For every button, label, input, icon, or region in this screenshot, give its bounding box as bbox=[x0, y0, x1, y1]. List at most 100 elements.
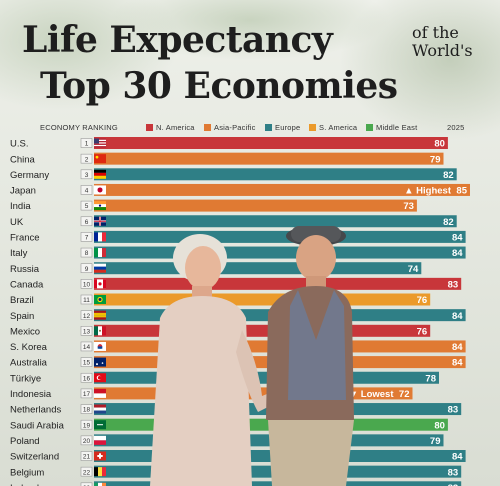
legend-swatch bbox=[265, 124, 272, 131]
flag-in-icon bbox=[94, 201, 106, 211]
data-label: 84 bbox=[452, 358, 463, 369]
rank-label: 9 bbox=[85, 266, 89, 273]
rank-label: 8 bbox=[85, 250, 89, 257]
data-label: 80 bbox=[434, 420, 445, 431]
rank-label: 16 bbox=[83, 375, 91, 382]
category-label: Mexico bbox=[10, 326, 40, 337]
flag-es-icon bbox=[94, 310, 106, 320]
data-label: 84 bbox=[452, 452, 463, 463]
rank-label: 3 bbox=[85, 172, 89, 179]
data-label: 84 bbox=[452, 311, 463, 322]
flag-tr-icon bbox=[94, 373, 106, 383]
category-label: Germany bbox=[10, 170, 49, 181]
rank-box bbox=[80, 247, 93, 258]
rank-label: 4 bbox=[85, 188, 89, 195]
rank-box bbox=[80, 466, 93, 477]
rank-label: 20 bbox=[83, 438, 91, 445]
flag-fr-icon bbox=[94, 232, 106, 242]
category-label: France bbox=[10, 233, 40, 244]
bar-saudi-arabia bbox=[94, 418, 448, 431]
legend-label: Middle East bbox=[376, 123, 418, 132]
data-label: 83 bbox=[448, 405, 459, 416]
category-label: Türkiye bbox=[10, 373, 41, 384]
legend-item-asia-pacific: Asia-Pacific bbox=[204, 123, 256, 132]
flag-gb-icon bbox=[94, 216, 106, 226]
bar-s-korea bbox=[94, 340, 466, 353]
chart-title-line1: Life Expectancy bbox=[22, 19, 333, 61]
data-label: 79 bbox=[430, 436, 441, 447]
rank-box bbox=[80, 138, 93, 148]
rank-box bbox=[80, 279, 93, 289]
flag-br-icon bbox=[94, 295, 106, 304]
rank-box bbox=[80, 419, 93, 430]
data-label: 84 bbox=[452, 248, 463, 259]
rank-box bbox=[80, 310, 93, 320]
legend-label: S. America bbox=[319, 123, 358, 132]
legend-item-s-america: S. America bbox=[309, 123, 357, 132]
legend-swatch bbox=[204, 124, 211, 131]
category-label: Japan bbox=[10, 186, 36, 197]
category-label: UK bbox=[10, 217, 24, 228]
rank-box bbox=[80, 451, 93, 461]
chart-title-side-line2: World's bbox=[412, 41, 473, 60]
flag-it-icon bbox=[94, 248, 106, 258]
rank-box bbox=[80, 388, 93, 399]
bar-uk bbox=[94, 215, 457, 228]
category-label: Netherlands bbox=[10, 405, 61, 416]
category-label: Russia bbox=[10, 264, 40, 275]
flag-ru-icon bbox=[94, 263, 106, 273]
bar-russia bbox=[94, 262, 422, 275]
flag-kr-icon bbox=[94, 341, 106, 351]
bar-brazil bbox=[94, 293, 431, 306]
rank-box bbox=[80, 357, 93, 367]
legend-label: Asia-Pacific bbox=[214, 123, 256, 132]
legend-item-europe: Europe bbox=[265, 123, 300, 132]
bar-germany bbox=[94, 168, 457, 181]
rank-box bbox=[80, 185, 93, 195]
bar-france bbox=[94, 230, 466, 243]
bar-mexico bbox=[94, 324, 431, 337]
flag-ie-icon bbox=[94, 482, 106, 486]
chart-title-line2: Top 30 Economies bbox=[40, 65, 398, 107]
category-label: Brazil bbox=[10, 295, 34, 306]
rank-label: 15 bbox=[83, 360, 91, 367]
rank-label: 10 bbox=[83, 281, 91, 288]
data-label: 83 bbox=[448, 483, 459, 486]
rank-box bbox=[80, 435, 93, 446]
rank-box bbox=[80, 169, 93, 180]
flag-cn-icon bbox=[94, 154, 106, 164]
data-label: 76 bbox=[417, 295, 428, 306]
rank-box bbox=[80, 325, 93, 336]
category-label: Saudi Arabia bbox=[10, 420, 65, 431]
legend-swatch bbox=[309, 124, 316, 131]
bar-t-rkiye bbox=[94, 371, 439, 384]
data-label: 73 bbox=[403, 201, 414, 212]
bar-india bbox=[94, 199, 417, 212]
bar-poland bbox=[94, 434, 444, 447]
legend-swatch bbox=[146, 124, 153, 131]
category-label: S. Korea bbox=[10, 342, 48, 353]
flag-ch-icon bbox=[94, 451, 106, 461]
flag-us-icon bbox=[94, 138, 106, 148]
flag-mx-icon bbox=[94, 326, 106, 336]
legend-swatch bbox=[366, 124, 373, 131]
rank-box bbox=[80, 404, 93, 414]
flag-de-icon bbox=[94, 169, 106, 179]
data-label: 79 bbox=[430, 154, 441, 165]
rank-label: 21 bbox=[83, 454, 91, 461]
data-label: 85 bbox=[456, 186, 467, 197]
rank-label: 18 bbox=[83, 407, 91, 414]
legend: ECONOMY RANKING N. America Asia-Pacific … bbox=[0, 122, 500, 134]
rank-box bbox=[80, 200, 93, 211]
data-label: 83 bbox=[448, 279, 459, 290]
flag-be-icon bbox=[94, 467, 106, 477]
rank-label: 14 bbox=[83, 344, 91, 351]
bar-canada bbox=[94, 277, 462, 290]
data-label: 84 bbox=[452, 233, 463, 244]
flag-id-icon bbox=[94, 388, 106, 398]
data-label: 78 bbox=[425, 373, 436, 384]
category-label: Italy bbox=[10, 248, 28, 259]
data-label: 74 bbox=[408, 264, 419, 275]
legend-item-n-america: N. America bbox=[146, 123, 195, 132]
category-label: Belgium bbox=[10, 467, 44, 478]
